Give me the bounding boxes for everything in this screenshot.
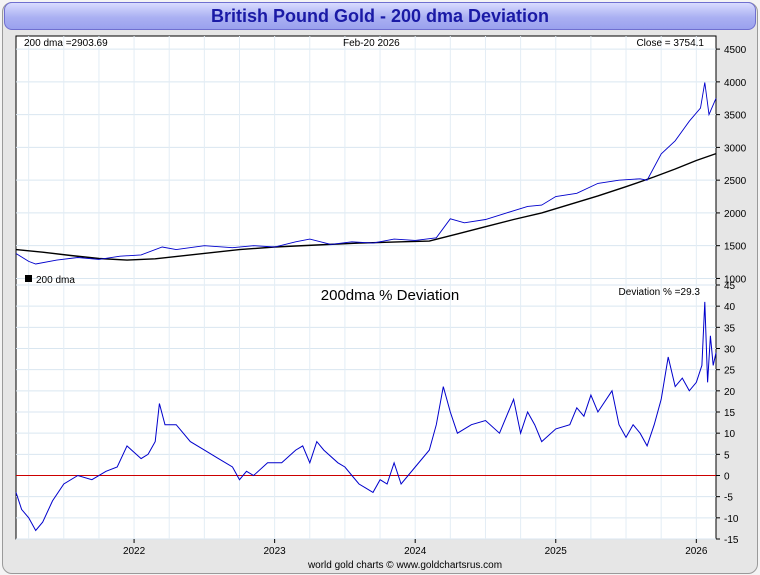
bottom-y-tick-label: 30 <box>724 345 736 356</box>
bottom-y-tick-label: -15 <box>724 535 739 546</box>
date-label: Feb-20 2026 <box>343 38 400 49</box>
bottom-y-tick-label: 40 <box>724 302 736 313</box>
bottom-y-tick-label: -10 <box>724 514 739 525</box>
top-y-tick-label: 2500 <box>724 176 747 187</box>
bottom-y-tick-label: 45 <box>724 281 736 292</box>
top-y-tick-label: 1500 <box>724 242 747 253</box>
bottom-gridlines <box>16 284 716 540</box>
top-y-tick-label: 1000 <box>724 274 747 285</box>
top-y-tick-label: 4000 <box>724 78 747 89</box>
x-tick-label: 2024 <box>404 546 427 557</box>
top-y-tick-label: 2000 <box>724 209 747 220</box>
top-y-tick-label: 3500 <box>724 111 747 122</box>
bottom-y-tick-label: 25 <box>724 366 736 377</box>
close-label: Close = 3754.1 <box>636 38 704 49</box>
vertical-gridlines <box>28 36 697 539</box>
deviation-line <box>15 301 717 532</box>
legend-swatch <box>25 275 32 282</box>
bottom-y-tick-label: 10 <box>724 429 736 440</box>
bottom-y-tick-label: 15 <box>724 408 736 419</box>
plot-area <box>15 35 717 540</box>
chart-title: British Pound Gold - 200 dma Deviation <box>4 2 756 30</box>
top-y-tick-label: 4500 <box>724 45 747 56</box>
x-tick-label: 2023 <box>264 546 287 557</box>
footer-credit: world gold charts © www.goldchartsrus.co… <box>307 560 502 571</box>
top-gridlines <box>16 48 716 279</box>
dma-line <box>15 152 717 261</box>
bottom-y-tick-label: 20 <box>724 387 736 398</box>
deviation-value-label: Deviation % =29.3 <box>619 287 701 298</box>
dma-value-label: 200 dma =2903.69 <box>24 38 108 49</box>
legend-label: 200 dma <box>36 275 75 286</box>
top-y-tick-label: 3000 <box>724 143 747 154</box>
bottom-y-tick-label: 35 <box>724 323 736 334</box>
top-y-axis-ticks: 1000 1500 2000 2500 3000 3500 4000 4500 <box>716 45 747 285</box>
deviation-panel-title: 200dma % Deviation <box>321 287 459 304</box>
x-tick-label: 2022 <box>123 546 146 557</box>
x-tick-label: 2026 <box>685 546 708 557</box>
x-axis-ticks: 2022 2023 2024 2025 2026 <box>123 539 708 557</box>
x-tick-label: 2025 <box>545 546 568 557</box>
bottom-y-axis-ticks: -15 -10 -5 0 5 10 15 20 25 30 35 40 45 <box>716 281 739 546</box>
bottom-y-tick-label: -5 <box>724 493 733 504</box>
price-line <box>15 82 717 265</box>
bottom-y-tick-label: 0 <box>724 472 730 483</box>
bottom-y-tick-label: 5 <box>724 450 730 461</box>
